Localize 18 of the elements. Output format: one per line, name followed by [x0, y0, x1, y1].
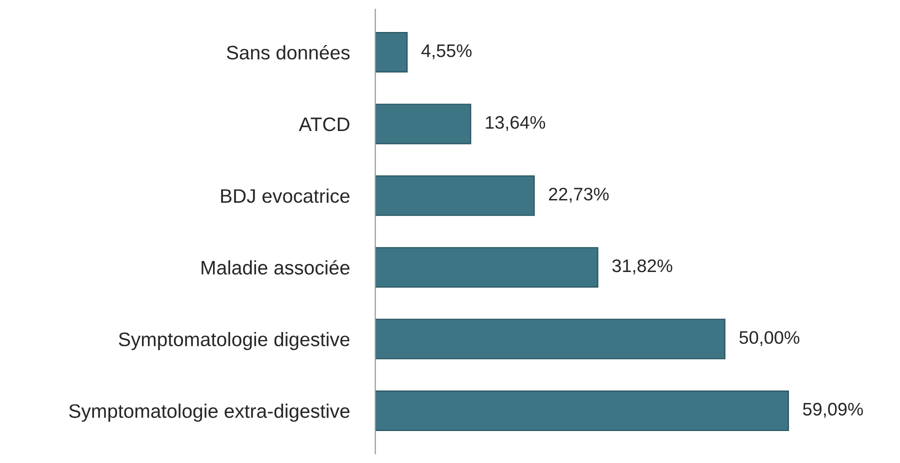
data-label: 13,64% — [486, 116, 546, 131]
y-tick-label: BDJ evocatrice — [221, 188, 350, 203]
data-label: 4,55% — [421, 44, 472, 60]
bar — [375, 32, 408, 73]
data-label: 59,09% — [803, 402, 863, 418]
y-tick-label: Maladie associée — [202, 260, 350, 275]
data-label: 31,82% — [612, 259, 672, 274]
data-label: 22,73% — [549, 188, 609, 203]
y-tick-label: Symptomatologie extra-digestive — [69, 404, 350, 422]
y-tick-label: Sans données — [226, 45, 350, 60]
bar — [375, 104, 472, 144]
bar — [375, 318, 726, 360]
data-label: 50,00% — [739, 331, 800, 346]
y-tick-label: ATCD — [298, 117, 350, 132]
bar — [375, 390, 789, 431]
y-tick-label: Symptomatologie digestive — [118, 332, 350, 350]
bar — [375, 175, 535, 216]
bar — [375, 247, 598, 288]
